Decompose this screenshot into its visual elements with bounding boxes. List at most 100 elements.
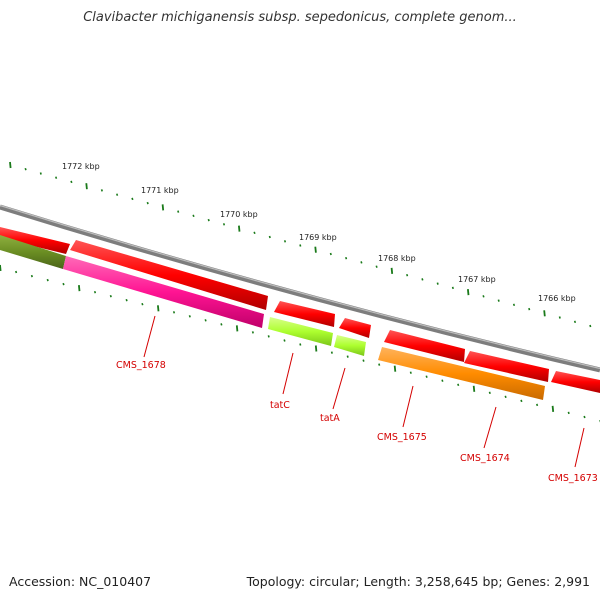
ruler-tick-outer bbox=[55, 176, 58, 179]
ruler-tick-outer bbox=[131, 197, 134, 201]
ruler-tick-inner bbox=[346, 355, 349, 358]
ruler-tick-inner bbox=[504, 395, 507, 399]
ruler-tick-inner bbox=[157, 305, 160, 312]
ruler-tick-outer bbox=[9, 161, 12, 169]
ruler-tick-outer bbox=[512, 303, 516, 307]
ruler-tick-inner bbox=[330, 351, 333, 354]
ruler-tick-inner bbox=[283, 339, 286, 342]
ruler-tick-inner bbox=[235, 325, 239, 332]
ruler-label-1768: 1768 kbp bbox=[378, 254, 416, 263]
ruler-tick-inner bbox=[393, 365, 397, 372]
ruler-tick-outer bbox=[482, 295, 485, 298]
ruler-tick-outer bbox=[497, 299, 500, 302]
ruler-tick-inner bbox=[520, 399, 523, 403]
leader-tatc bbox=[282, 352, 294, 395]
ruler-tick-inner bbox=[551, 405, 555, 412]
ruler-tick-inner bbox=[567, 411, 570, 415]
gene-tata-lime bbox=[334, 335, 366, 356]
ruler-tick-outer bbox=[390, 267, 394, 274]
ruler-tick-inner bbox=[78, 285, 81, 292]
ruler-tick-outer bbox=[528, 307, 531, 311]
ruler-tick-outer bbox=[573, 320, 577, 324]
ruler-tick-inner bbox=[141, 302, 144, 306]
ruler-tick-inner bbox=[299, 343, 302, 346]
ruler-tick-inner bbox=[378, 363, 381, 366]
gene-cms1678-magenta bbox=[63, 256, 264, 328]
ruler-tick-inner bbox=[220, 323, 223, 326]
ruler-label-1770: 1770 kbp bbox=[220, 210, 258, 219]
leader-cms1673 bbox=[574, 427, 585, 468]
cds-forward-e bbox=[384, 330, 465, 362]
ruler-tick-inner bbox=[0, 264, 2, 272]
ruler-tick-inner bbox=[314, 345, 318, 352]
ruler-tick-inner bbox=[425, 375, 428, 378]
gene-label-cms1678[interactable]: CMS_1678 bbox=[116, 360, 166, 371]
ruler-tick-outer bbox=[299, 244, 302, 247]
gene-cms1675-orange bbox=[378, 347, 545, 400]
ruler-tick-outer bbox=[268, 235, 271, 239]
ruler-tick-outer bbox=[283, 240, 287, 243]
ruler-tick-outer bbox=[558, 316, 561, 319]
backbone-ring bbox=[0, 204, 600, 373]
ruler-tick-outer bbox=[146, 201, 149, 205]
ruler-tick-inner bbox=[15, 270, 18, 274]
ruler-tick-outer bbox=[375, 265, 378, 268]
ruler-tick-inner bbox=[204, 319, 207, 322]
ruler-tick-outer bbox=[436, 282, 439, 285]
gene-label-tatc[interactable]: tatC bbox=[270, 400, 290, 411]
ruler-tick-inner bbox=[362, 359, 365, 362]
gene-label-tata[interactable]: tatA bbox=[320, 413, 340, 424]
gene-tatc-lime bbox=[268, 317, 333, 346]
gene-label-cms1674[interactable]: CMS_1674 bbox=[460, 453, 510, 464]
cds-forward-a bbox=[0, 227, 70, 254]
ruler-tick-outer bbox=[543, 310, 546, 317]
leader-cms1674 bbox=[483, 406, 497, 449]
ruler-tick-outer bbox=[406, 273, 409, 277]
ruler-tick-outer bbox=[207, 218, 210, 222]
cds-forward-b bbox=[70, 240, 268, 310]
ruler-tick-outer bbox=[360, 261, 363, 264]
ruler-tick-outer bbox=[192, 214, 195, 218]
ruler-label-1771: 1771 kbp bbox=[141, 186, 179, 195]
ruler-tick-inner bbox=[172, 311, 176, 314]
gene-label-cms1675[interactable]: CMS_1675 bbox=[377, 432, 427, 443]
ruler-tick-outer bbox=[100, 189, 103, 192]
cds-forward-d bbox=[339, 318, 371, 338]
backbone-highlight bbox=[0, 204, 600, 370]
ruler-tick-outer bbox=[253, 231, 256, 235]
ruler-tick-outer bbox=[314, 246, 317, 253]
ruler-tick-outer bbox=[451, 286, 454, 290]
ruler-tick-inner bbox=[46, 278, 49, 282]
ruler-tick-outer bbox=[24, 167, 27, 171]
accession-text: Accession: NC_010407 bbox=[9, 574, 152, 589]
leader-cms1678 bbox=[143, 315, 156, 358]
ruler-label-1766: 1766 kbp bbox=[538, 294, 576, 303]
ruler-tick-outer bbox=[161, 204, 165, 211]
gene-olive bbox=[0, 235, 66, 269]
gene-label-cms1673[interactable]: CMS_1673 bbox=[548, 473, 598, 484]
cds-forward-g bbox=[551, 371, 600, 393]
ruler-tick-outer bbox=[345, 256, 348, 260]
cds-forward-f bbox=[464, 351, 549, 382]
ruler-tick-inner bbox=[409, 371, 412, 374]
ruler-tick-inner bbox=[583, 415, 586, 419]
ruler-tick-outer bbox=[70, 180, 73, 184]
topology-summary: Topology: circular; Length: 3,258,645 bp… bbox=[246, 574, 590, 589]
ruler-tick-outer bbox=[238, 225, 241, 232]
ruler-tick-inner bbox=[188, 315, 191, 318]
ruler-tick-outer bbox=[177, 210, 180, 213]
cds-forward-c bbox=[274, 301, 335, 327]
leader-tata bbox=[332, 367, 346, 410]
ruler-label-1772: 1772 kbp bbox=[62, 162, 100, 171]
ruler-tick-outer bbox=[329, 252, 332, 256]
ruler-tick-inner bbox=[457, 383, 460, 387]
ruler-tick-inner bbox=[109, 294, 112, 298]
ruler-tick-inner bbox=[93, 290, 97, 294]
ruler-tick-outer bbox=[467, 289, 470, 296]
ruler-tick-inner bbox=[30, 274, 33, 278]
ruler-tick-inner bbox=[125, 298, 128, 302]
ruler-tick-inner bbox=[441, 379, 444, 382]
ruler-tick-inner bbox=[488, 391, 491, 395]
ruler-tick-outer bbox=[589, 324, 592, 328]
